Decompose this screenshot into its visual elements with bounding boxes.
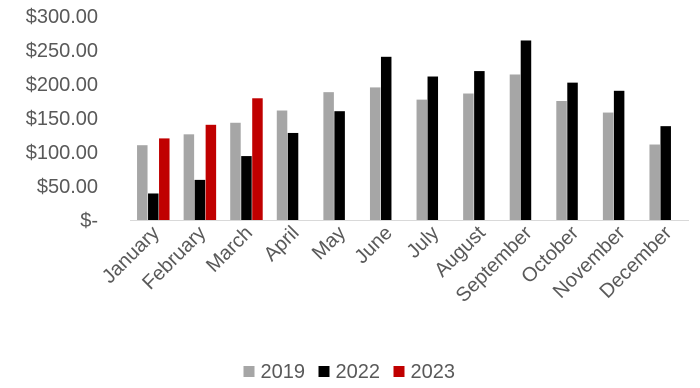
y-tick-label: $300.00 [26, 6, 98, 28]
x-tick-label: June [351, 222, 397, 268]
bar-2019-january [137, 145, 148, 220]
bar-2023-february [205, 124, 217, 220]
x-tick-label: July [403, 222, 444, 263]
bar-2023-march [252, 98, 263, 220]
bar-2019-september [509, 74, 521, 220]
bar-2019-july [416, 99, 428, 220]
bar-2022-july [427, 76, 439, 221]
y-tick-label: $50.00 [37, 176, 98, 198]
y-tick-label: $250.00 [26, 40, 98, 62]
bar-2022-december [660, 126, 671, 220]
bar-2022-february [194, 179, 206, 220]
y-axis: $- $50.00 $100.00 $150.00 $200.00 $250.00 $300… [26, 6, 98, 232]
y-tick-label: $100.00 [26, 142, 98, 164]
bar-2022-october [567, 82, 578, 220]
bar-2022-april [287, 132, 299, 220]
legend-swatch-2022 [318, 366, 330, 377]
bar-2019-april [276, 110, 288, 220]
bar-2019-november [602, 112, 614, 220]
bar-2019-february [183, 134, 195, 220]
x-tick-label: April [260, 222, 304, 266]
bars [137, 40, 671, 221]
y-tick-label: $200.00 [26, 74, 98, 96]
y-tick-label: $150.00 [26, 108, 98, 130]
bar-2023-january [159, 138, 170, 220]
legend-swatch-2019 [243, 366, 255, 377]
x-tick-label: March [202, 222, 257, 277]
bar-2019-march [230, 122, 241, 220]
bar-2022-august [474, 71, 485, 220]
bar-2019-may [323, 92, 334, 220]
bar-2019-december [649, 144, 660, 220]
bar-2019-june [369, 87, 381, 221]
bar-2019-august [463, 93, 474, 220]
legend-label-2019: 2019 [261, 361, 306, 383]
legend-label-2023: 2023 [411, 361, 456, 383]
bar-2022-september [520, 40, 532, 221]
legend-swatch-2023 [393, 366, 405, 377]
bar-2022-june [380, 56, 392, 220]
bar-2022-november [613, 90, 625, 220]
bar-2022-may [334, 111, 345, 220]
x-tick-label: May [308, 222, 350, 264]
bar-2022-march [241, 156, 252, 220]
y-tick-label: $- [80, 210, 98, 232]
bar-2022-january [148, 193, 159, 220]
bar-2019-october [556, 101, 567, 220]
legend: 2019 2022 2023 [243, 361, 456, 383]
legend-label-2022: 2022 [336, 361, 381, 383]
